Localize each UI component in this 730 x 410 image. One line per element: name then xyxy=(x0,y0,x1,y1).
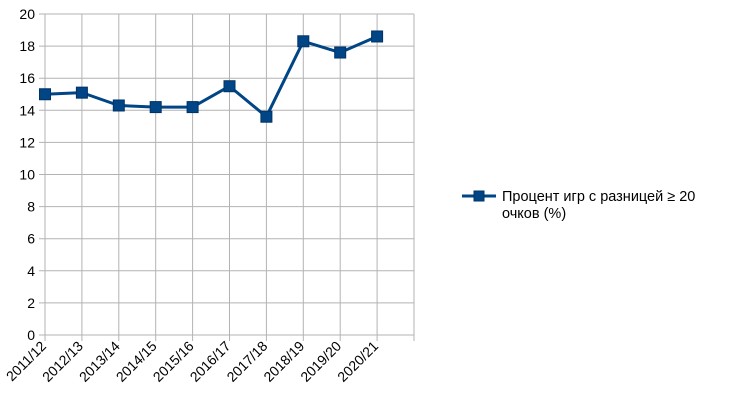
data-point xyxy=(260,110,273,123)
legend-label: Процент игр с разницей ≥ 20 очков (%) xyxy=(502,189,696,222)
y-tick-label: 0 xyxy=(27,327,35,343)
y-tick-label: 6 xyxy=(27,231,35,247)
data-point xyxy=(223,80,236,93)
data-point xyxy=(334,46,347,59)
data-point xyxy=(186,101,199,114)
y-tick-label: 2 xyxy=(27,295,35,311)
y-tick-label: 16 xyxy=(19,70,35,86)
y-tick-label: 4 xyxy=(27,263,35,279)
x-tick-labels: 2011/122012/132013/142014/152015/162016/… xyxy=(3,338,382,385)
y-tick-label: 8 xyxy=(27,199,35,215)
grid-lines xyxy=(39,13,414,336)
y-tick-label: 10 xyxy=(19,167,35,183)
y-tick-label: 14 xyxy=(19,102,35,118)
data-point xyxy=(371,30,384,43)
data-point xyxy=(149,101,162,114)
x-tick-label: 2020/21 xyxy=(334,338,381,385)
series-line xyxy=(39,30,384,123)
data-point xyxy=(75,86,88,99)
y-tick-labels: 0 2 4 6 8 10 12 14 16 18 20 xyxy=(19,6,35,343)
y-tick-label: 18 xyxy=(19,38,35,54)
axes xyxy=(44,14,415,341)
data-point xyxy=(297,35,310,48)
series-line xyxy=(44,35,378,119)
legend-swatch xyxy=(462,190,496,202)
y-tick-label: 12 xyxy=(19,134,35,150)
data-point xyxy=(112,99,125,112)
legend: Процент игр с разницей ≥ 20 очков (%) xyxy=(460,189,720,223)
data-point xyxy=(39,88,51,101)
y-tick-label: 20 xyxy=(19,6,35,22)
